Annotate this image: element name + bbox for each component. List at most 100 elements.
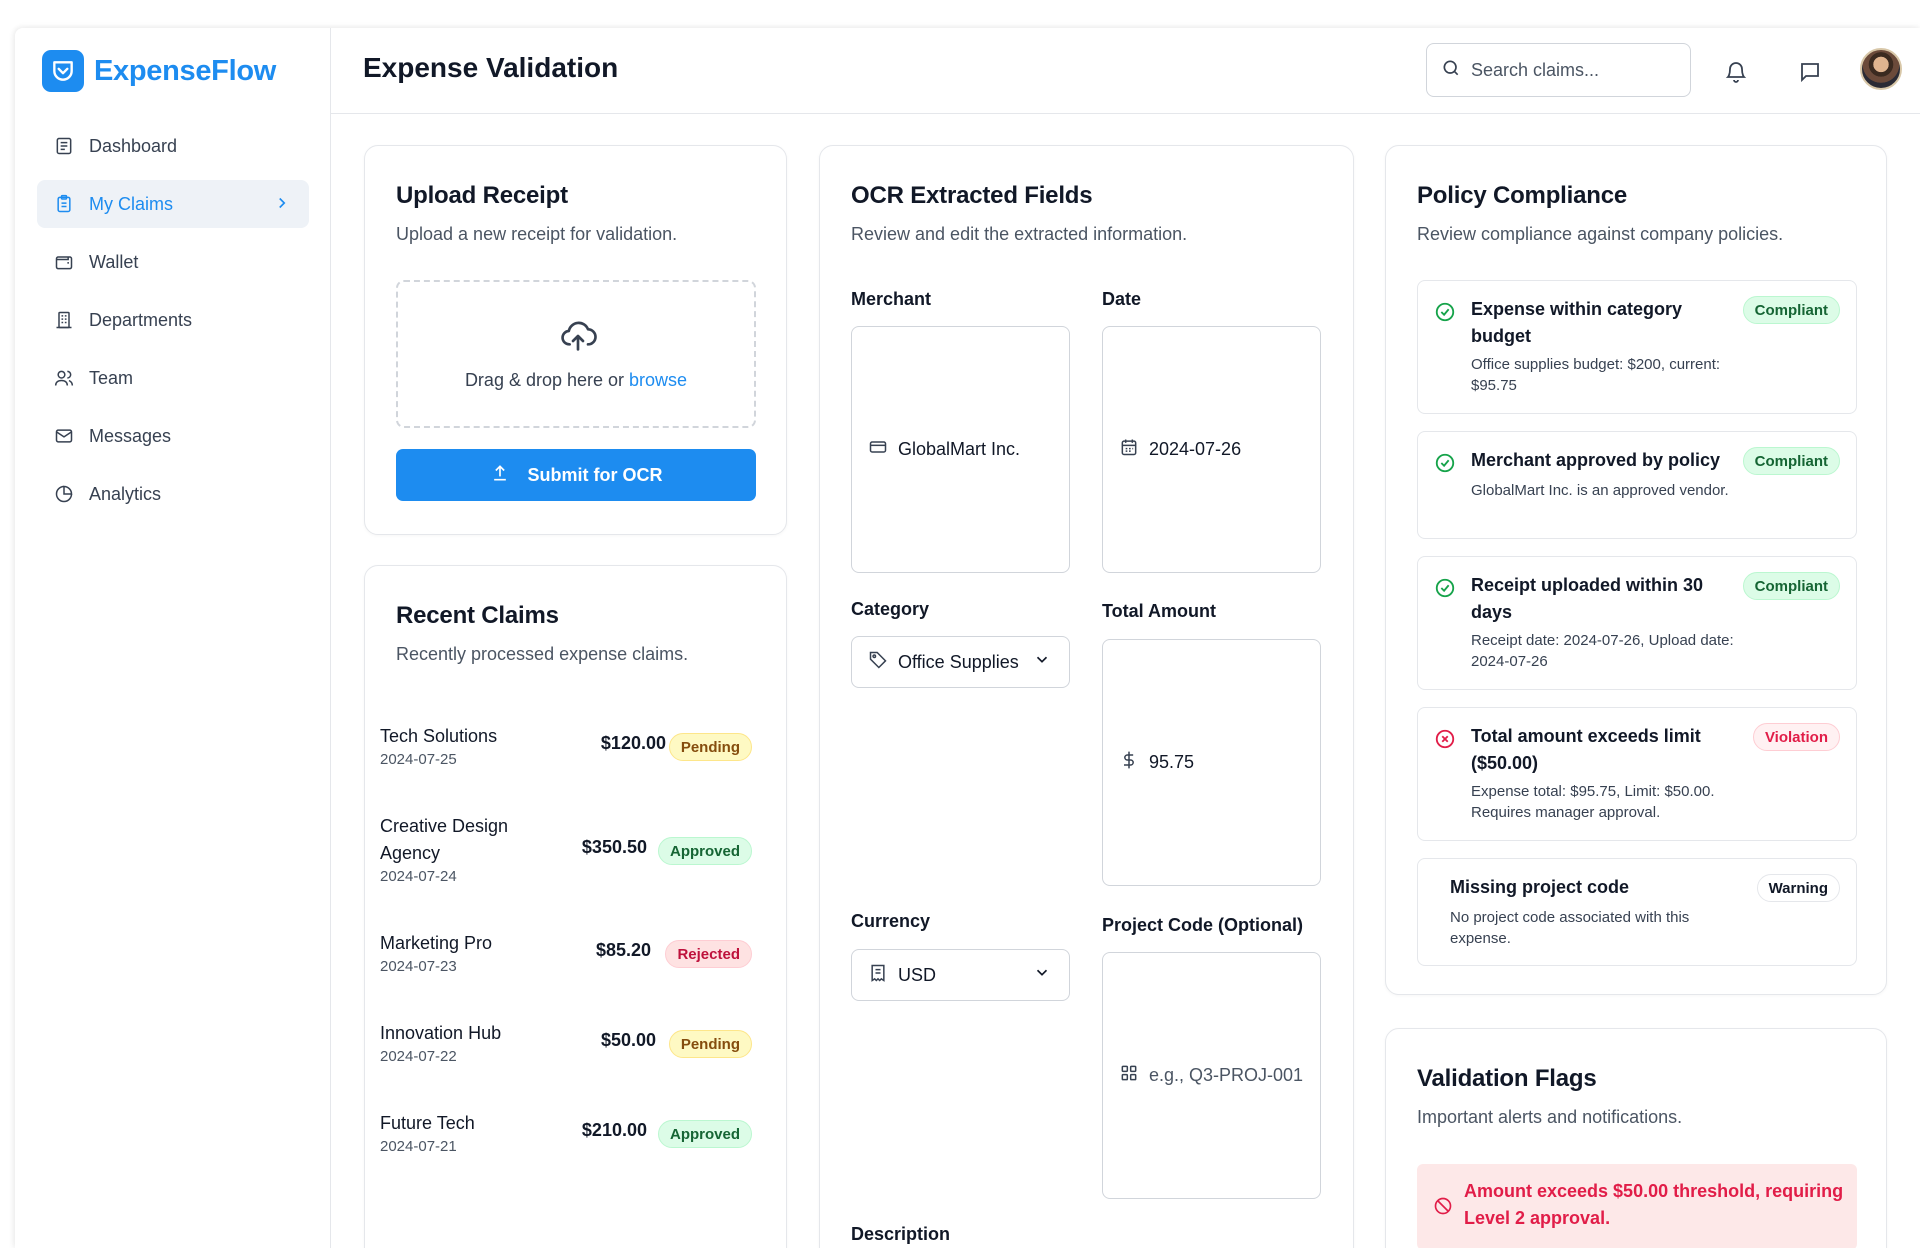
bell-icon[interactable] — [1722, 58, 1750, 86]
category-label: Category — [851, 599, 930, 619]
sidebar-item-dashboard[interactable]: Dashboard — [37, 122, 309, 170]
browse-link[interactable]: browse — [629, 370, 688, 390]
card-title: Upload Receipt — [396, 182, 568, 209]
date-field[interactable]: 2024-07-26 — [1102, 326, 1321, 573]
message-icon[interactable] — [1796, 58, 1824, 86]
validation-flags-card: Validation Flags Important alerts and no… — [1385, 1028, 1887, 1248]
sidebar-item-label: Wallet — [89, 251, 139, 272]
credit-card-icon — [868, 437, 888, 462]
status-badge: Approved — [657, 1120, 752, 1148]
policy-description: No project code associated with this exp… — [1450, 909, 1690, 947]
policy-description: Office supplies budget: $200, current: $… — [1471, 356, 1721, 394]
avatar[interactable] — [1860, 48, 1902, 90]
sidebar-item-my-claims[interactable]: My Claims — [37, 180, 309, 228]
compliance-badge: Violation — [1752, 723, 1840, 751]
upload-icon — [490, 463, 510, 488]
search-box[interactable] — [1426, 43, 1691, 97]
claim-row[interactable]: Marketing Pro 2024-07-23 $85.20 Rejected — [380, 930, 752, 978]
policy-title: Total amount exceeds limit ($50.00) — [1471, 726, 1701, 773]
policy-item[interactable]: Expense within category budget Office su… — [1417, 280, 1857, 414]
search-icon — [1441, 58, 1461, 83]
submit-ocr-button[interactable]: Submit for OCR — [396, 449, 756, 501]
card-subtitle: Upload a new receipt for validation. — [396, 224, 678, 244]
building-icon — [53, 309, 75, 331]
tag-icon — [868, 650, 888, 675]
receipt-dropzone[interactable]: Drag & drop here or browse — [396, 280, 756, 428]
cloud-upload-icon — [558, 316, 598, 361]
receipt-icon — [868, 963, 888, 988]
logo-icon — [42, 50, 84, 92]
policy-title: Expense within category budget — [1471, 299, 1683, 346]
dollar-icon — [1119, 750, 1139, 775]
alert-text: Amount exceeds $50.00 threshold, requiri… — [1464, 1181, 1844, 1228]
claim-row[interactable]: Future Tech 2024-07-21 $210.00 Approved — [380, 1110, 752, 1158]
claim-amount: $50.00 — [600, 1030, 656, 1050]
claim-row[interactable]: Tech Solutions 2024-07-25 $120.00 Pendin… — [380, 723, 752, 771]
claim-amount: $210.00 — [581, 1120, 647, 1140]
card-title: Policy Compliance — [1417, 182, 1627, 209]
card-subtitle: Review compliance against company polici… — [1417, 224, 1784, 244]
currency-select[interactable]: USD — [851, 949, 1070, 1001]
policy-title: Receipt uploaded within 30 days — [1471, 575, 1704, 622]
check-circle-icon — [1434, 301, 1456, 328]
grid-icon — [1119, 1063, 1139, 1088]
drop-instruction: Drag & drop here or — [464, 370, 630, 390]
card-subtitle: Recently processed expense claims. — [396, 644, 689, 664]
claim-row[interactable]: Creative Design Agency 2024-07-24 $350.5… — [380, 813, 752, 888]
top-header: Expense Validation — [331, 28, 1920, 114]
merchant-value: GlobalMart Inc. — [898, 439, 1021, 459]
claim-merchant: Future Tech — [380, 1113, 475, 1133]
project-code-field[interactable]: e.g., Q3-PROJ-001 — [1102, 952, 1321, 1199]
claim-amount: $350.50 — [581, 837, 647, 857]
upload-receipt-card: Upload Receipt Upload a new receipt for … — [364, 145, 787, 535]
policy-item[interactable]: Missing project code No project code ass… — [1417, 858, 1857, 966]
merchant-field[interactable]: GlobalMart Inc. — [851, 326, 1070, 573]
pie-chart-icon — [53, 483, 75, 505]
project-code-label: Project Code (Optional) — [1102, 915, 1304, 935]
ocr-fields-card: OCR Extracted Fields Review and edit the… — [819, 145, 1354, 1248]
policy-item[interactable]: Receipt uploaded within 30 days Receipt … — [1417, 556, 1857, 690]
sidebar-item-departments[interactable]: Departments — [37, 296, 309, 344]
policy-item[interactable]: Total amount exceeds limit ($50.00) Expe… — [1417, 707, 1857, 841]
sidebar-item-label: Team — [89, 367, 134, 388]
sidebar-item-label: Analytics — [89, 483, 162, 504]
compliance-badge: Compliant — [1742, 572, 1840, 600]
claim-amount: $85.20 — [595, 940, 651, 960]
chevron-down-icon — [1033, 964, 1051, 987]
sidebar: ExpenseFlow Dashboard My Claims — [15, 28, 331, 1248]
date-label: Date — [1102, 289, 1142, 309]
claim-merchant: Tech Solutions — [380, 726, 498, 746]
sidebar-item-label: Messages — [89, 425, 172, 446]
policy-description: Receipt date: 2024-07-26, Upload date: 2… — [1471, 632, 1734, 670]
total-amount-field[interactable]: 95.75 — [1102, 639, 1321, 886]
merchant-label: Merchant — [851, 289, 932, 309]
category-select[interactable]: Office Supplies — [851, 636, 1070, 688]
search-input[interactable] — [1471, 59, 1671, 81]
description-label: Description — [851, 1224, 951, 1244]
sidebar-item-analytics[interactable]: Analytics — [37, 470, 309, 518]
claim-merchant: Creative Design Agency — [380, 816, 509, 863]
claim-row[interactable]: Innovation Hub 2024-07-22 $50.00 Pending — [380, 1020, 752, 1068]
sidebar-item-messages[interactable]: Messages — [37, 412, 309, 460]
validation-alert: Amount exceeds $50.00 threshold, requiri… — [1417, 1164, 1857, 1248]
ban-icon — [1433, 1196, 1453, 1221]
policy-compliance-card: Policy Compliance Review compliance agai… — [1385, 145, 1887, 995]
policy-title: Merchant approved by policy — [1471, 450, 1721, 470]
card-subtitle: Review and edit the extracted informatio… — [851, 224, 1188, 244]
sidebar-item-wallet[interactable]: Wallet — [37, 238, 309, 286]
sidebar-nav: Dashboard My Claims Wallet — [37, 122, 309, 528]
claim-date: 2024-07-21 — [380, 1138, 457, 1155]
wallet-icon — [53, 251, 75, 273]
brand[interactable]: ExpenseFlow — [42, 50, 276, 92]
users-icon — [53, 367, 75, 389]
x-circle-icon — [1434, 728, 1456, 755]
sidebar-item-label: Departments — [89, 309, 193, 330]
app-window: ExpenseFlow Dashboard My Claims — [15, 28, 1920, 1248]
currency-label: Currency — [851, 911, 931, 931]
project-code-placeholder: e.g., Q3-PROJ-001 — [1149, 1065, 1304, 1085]
policy-item[interactable]: Merchant approved by policy GlobalMart I… — [1417, 431, 1857, 539]
claim-date: 2024-07-24 — [380, 868, 457, 885]
claim-amount: $120.00 — [600, 733, 666, 753]
sidebar-item-team[interactable]: Team — [37, 354, 309, 402]
check-circle-icon — [1434, 452, 1456, 479]
